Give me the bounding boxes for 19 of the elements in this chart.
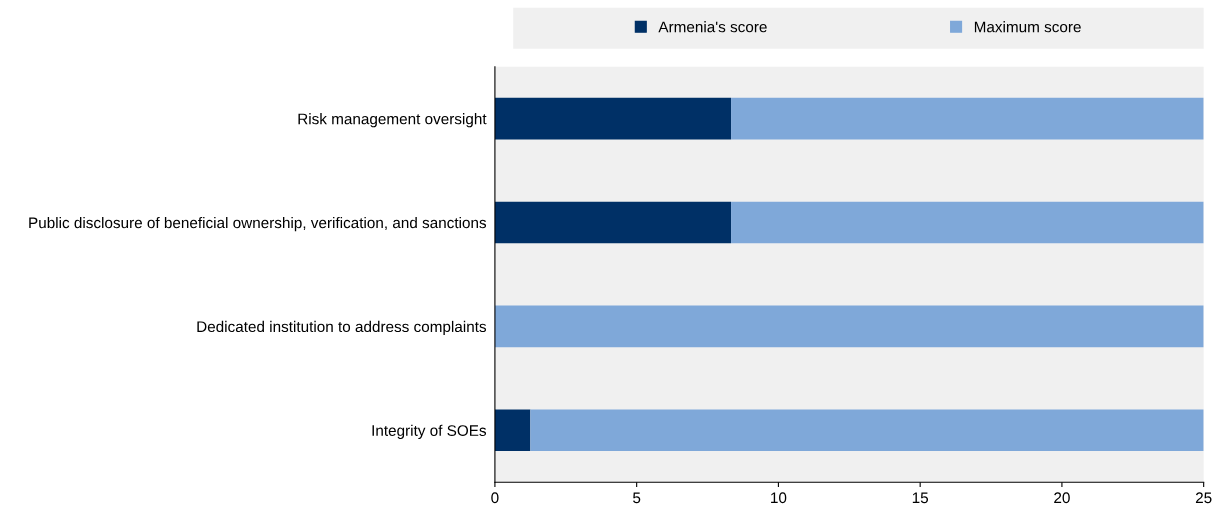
- legend-label: Armenia's score: [658, 21, 767, 33]
- x-tick-label: 0: [491, 492, 499, 504]
- bar: [731, 97, 1204, 140]
- bar: [494, 409, 531, 452]
- y-tick-label: Public disclosure of beneficial ownership, verification, and sanctions: [29, 216, 487, 232]
- bar: [494, 201, 732, 244]
- x-tick-label: 25: [1195, 492, 1212, 504]
- bar: [494, 305, 1204, 348]
- bar: [731, 201, 1204, 244]
- bar: [530, 409, 1204, 452]
- y-tick-label: Risk management oversight: [298, 113, 487, 128]
- y-tick-label: Dedicated institution to address complaints: [197, 320, 487, 336]
- x-tick-label: 5: [633, 492, 641, 504]
- x-tick-label: 10: [771, 492, 787, 504]
- bar: [494, 97, 732, 140]
- x-tick-label: 15: [912, 492, 929, 504]
- legend-label: Maximum score: [974, 21, 1081, 33]
- y-tick-label: Integrity of SOEs: [372, 424, 487, 439]
- x-tick-label: 20: [1054, 492, 1070, 504]
